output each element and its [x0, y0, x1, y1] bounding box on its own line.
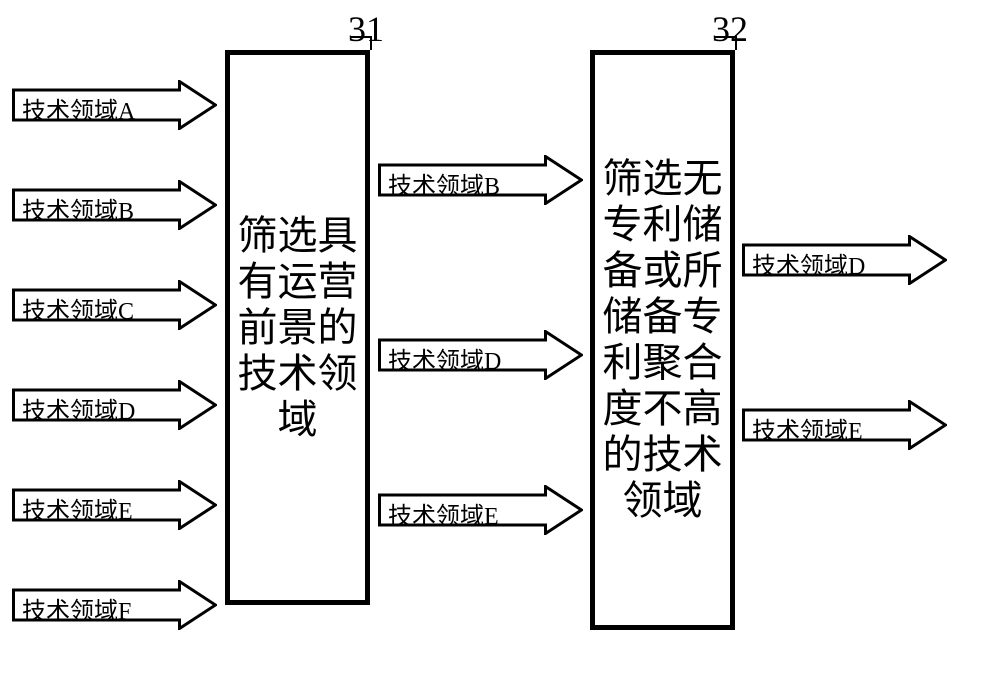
box2-text: 筛选无专利储备或所储备专利聚合度不高的技术领域: [603, 156, 723, 524]
mid-arrow-1: 技术领域D: [378, 330, 583, 380]
input-arrow-4-label: 技术领域E: [22, 491, 133, 526]
diagram-canvas: 31 筛选具有运营前景的技术领域 32 筛选无专利储备或所储备专利聚合度不高的技…: [0, 0, 1000, 673]
mid-arrow-0: 技术领域B: [378, 155, 583, 205]
output-arrow-1: 技术领域E: [742, 400, 947, 450]
input-arrow-3: 技术领域D: [12, 380, 217, 430]
mid-arrow-1-label: 技术领域D: [388, 341, 501, 376]
input-arrow-2: 技术领域C: [12, 280, 217, 330]
input-arrow-4: 技术领域E: [12, 480, 217, 530]
output-arrow-0-label: 技术领域D: [752, 246, 865, 281]
filter-box-1: 筛选具有运营前景的技术领域: [225, 50, 370, 605]
mid-arrow-0-label: 技术领域B: [388, 166, 500, 201]
input-arrow-3-label: 技术领域D: [22, 391, 135, 426]
input-arrow-0-label: 技术领域A: [22, 91, 135, 126]
mid-arrow-2-label: 技术领域E: [388, 496, 499, 531]
input-arrow-5: 技术领域F: [12, 580, 217, 630]
input-arrow-5-label: 技术领域F: [22, 591, 131, 626]
box1-text: 筛选具有运营前景的技术领域: [238, 213, 358, 443]
box2-number: 32: [712, 8, 748, 50]
output-arrow-1-label: 技术领域E: [752, 411, 863, 446]
mid-arrow-2: 技术领域E: [378, 485, 583, 535]
input-arrow-0: 技术领域A: [12, 80, 217, 130]
output-arrow-0: 技术领域D: [742, 235, 947, 285]
input-arrow-1: 技术领域B: [12, 180, 217, 230]
filter-box-2: 筛选无专利储备或所储备专利聚合度不高的技术领域: [590, 50, 735, 630]
input-arrow-2-label: 技术领域C: [22, 291, 134, 326]
box1-number: 31: [348, 8, 384, 50]
input-arrow-1-label: 技术领域B: [22, 191, 134, 226]
